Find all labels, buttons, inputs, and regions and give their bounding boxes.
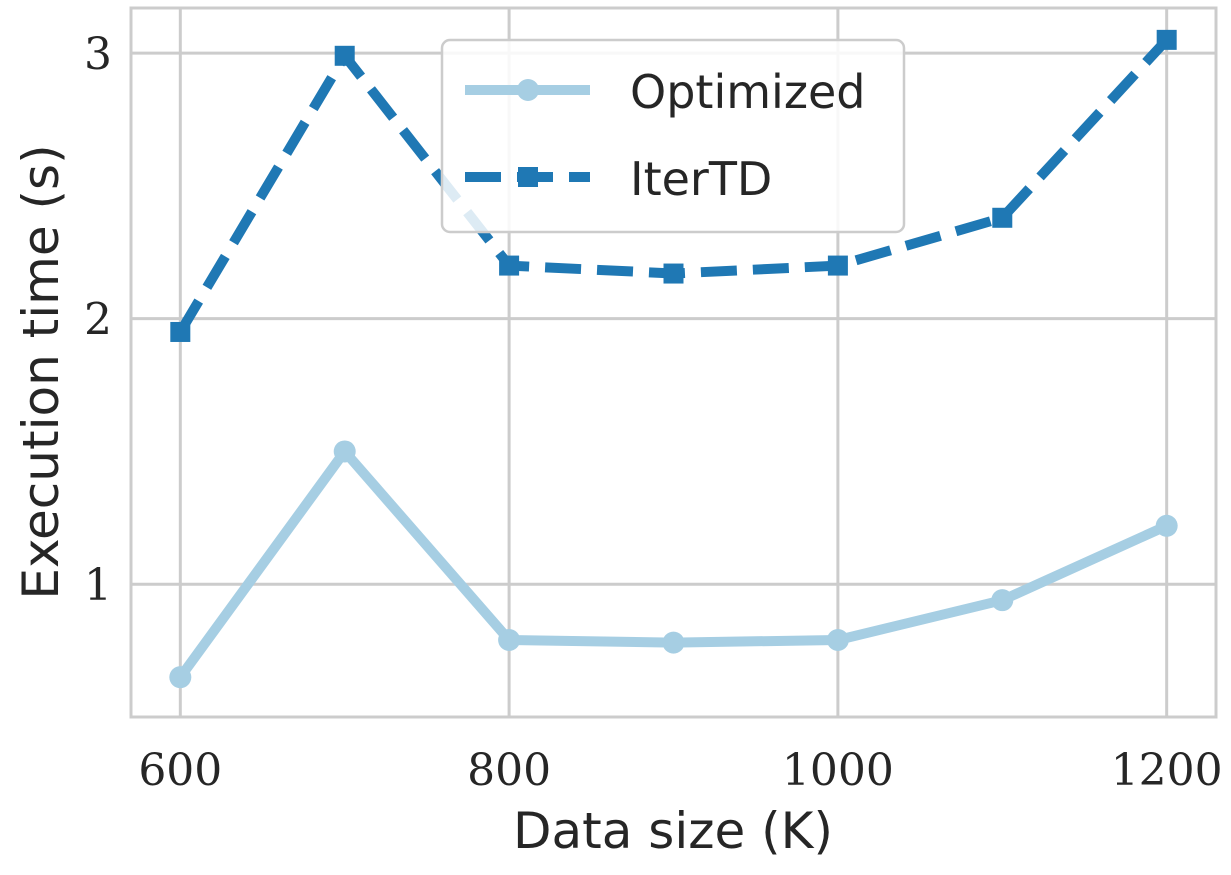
data-point-itertd: [992, 207, 1013, 228]
data-point-optimized: [991, 589, 1014, 612]
legend-label-itertd: IterTD: [630, 152, 772, 206]
data-point-itertd: [827, 255, 848, 276]
y-tick-label: 3: [84, 29, 112, 80]
series-layer: [169, 29, 1178, 689]
data-point-itertd: [1156, 29, 1177, 50]
y-axis-label: Execution time (s): [12, 144, 70, 599]
x-tick-label: 1000: [782, 745, 894, 796]
data-point-optimized: [1155, 514, 1178, 537]
y-tick-label: 1: [84, 560, 112, 611]
legend-label-optimized: Optimized: [630, 65, 865, 119]
data-point-optimized: [498, 628, 521, 651]
data-point-optimized: [662, 631, 685, 654]
data-point-optimized: [826, 628, 849, 651]
data-point-optimized: [169, 666, 192, 689]
data-point-itertd: [334, 45, 355, 66]
data-point-itertd: [499, 255, 520, 276]
x-axis-label: Data size (K): [513, 802, 833, 860]
data-point-itertd: [663, 263, 684, 284]
plot-frame: [129, 6, 1218, 719]
legend-marker-optimized: [517, 79, 539, 101]
tick-labels: 600 800 1000 1200 1 2 3: [84, 29, 1223, 796]
legend-marker-itertd: [518, 167, 538, 187]
y-tick-label: 2: [84, 295, 112, 346]
data-point-itertd: [170, 321, 191, 342]
legend: Optimized IterTD: [440, 38, 906, 234]
data-point-optimized: [333, 440, 356, 463]
x-tick-label: 800: [467, 745, 551, 796]
x-tick-label: 600: [138, 745, 222, 796]
x-tick-label: 1200: [1111, 745, 1223, 796]
